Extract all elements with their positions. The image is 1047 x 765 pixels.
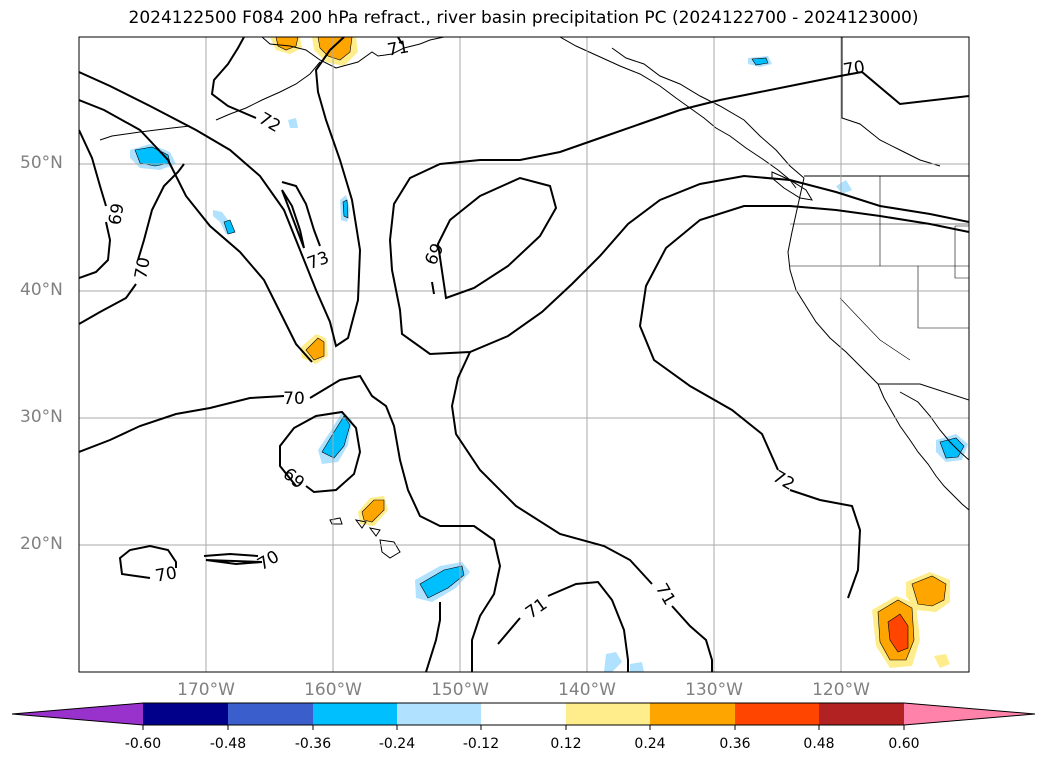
alaska-peninsula-coast [215,61,321,121]
precip-positive-area [911,575,947,607]
state-border [839,297,911,361]
canada-alaska-border [841,37,941,167]
colorbar-tick-label: 0.36 [719,736,751,752]
alaska-coastline [261,37,445,69]
contour-label: 69 [421,240,448,268]
state-border [954,225,969,279]
contour-label: 70 [154,563,179,586]
se-alaska-coast [559,37,797,189]
precip-negative-area [751,57,769,66]
precip-positive-area [361,499,385,523]
contour-label: 70 [254,547,283,575]
contour-line [79,374,502,672]
contour-label: 71 [651,580,679,609]
colorbar-segment [650,703,735,725]
gulf-of-california-coast [899,391,969,461]
colorbar-extend-high [904,703,1035,725]
contour-line [79,163,185,325]
lat-label-40n: 40°N [20,280,63,300]
contour-line [79,37,362,348]
precip-negative-area [419,565,465,599]
lon-label-170w: 170°W [177,680,235,700]
lat-label-50n: 50°N [20,153,63,173]
aleutian-islands [99,125,191,141]
contour-label: 70 [283,389,305,409]
colorbar-segment [228,703,313,725]
colorbar-tick-label: -0.36 [294,736,332,752]
contour-line [497,580,629,672]
precip-negative-area [288,118,298,128]
precip-negative-area [604,652,622,672]
precip-negative-area [630,662,644,672]
lon-label-120w: 120°W [812,680,870,700]
contour-label: 69 [105,202,128,227]
gridlines [79,37,969,672]
lat-label-30n: 30°N [20,407,63,427]
precip-negative-area [342,199,349,219]
contour-line [210,37,257,119]
colorbar-tick-label: -0.24 [378,736,416,752]
colorbar-segment [313,703,397,725]
lon-label-160w: 160°W [304,680,362,700]
precip-positive-area [305,337,325,361]
lat-label-20n: 20°N [20,534,63,554]
precip-negative-area [836,180,852,194]
precip-negative-area [939,437,965,459]
colorbar-segment [735,703,819,725]
contour-line [279,410,362,494]
contour-line [397,37,403,45]
bc-coast [611,47,805,179]
contour-line [118,544,177,579]
contour-label: 71 [522,594,551,623]
precip-positive-area [934,654,950,668]
contours [79,37,969,672]
precip-positive-area [887,613,909,653]
contour-line [203,552,263,566]
us-mexico-border [878,383,969,401]
us-west-coast [787,177,879,385]
coastlines [99,37,969,559]
colorbar-segment [143,703,228,725]
lon-label-150w: 150°W [431,680,489,700]
colorbar-tick-label: 0.12 [550,736,582,752]
colorbar-segment [566,703,650,725]
contour-line [425,602,441,672]
contour-line [431,176,558,300]
contour-label: 70 [842,57,867,80]
map-title: 2024122500 F084 200 hPa refract., river … [128,8,919,28]
baja-california-coast [877,383,969,511]
colorbar-tick-label: -0.48 [209,736,247,752]
colorbar-tick-label: -0.12 [462,736,500,752]
contour-label: 71 [386,37,411,60]
state-border [917,266,969,329]
lon-label-130w: 130°W [685,680,743,700]
colorbar-tick-label: 0.48 [803,736,835,752]
colorbar-segment [397,703,481,725]
colorbar-tick-label: 0.60 [888,736,920,752]
contour-line [388,70,969,356]
colorbar-tick-label: 0.24 [634,736,666,752]
lon-label-140w: 140°W [558,680,616,700]
colorbar-extend-low [12,703,143,725]
colorbar-tick-label: -0.60 [124,736,162,752]
contour-label: 72 [255,109,284,137]
contour-line [638,205,969,599]
precip-negative-area [223,219,236,235]
colorbar-segment [481,703,566,725]
precip-shading [130,37,968,672]
contour-line [79,129,112,279]
hawaiian-islands [329,517,401,559]
map-frame [78,36,970,673]
contour-line [79,99,313,363]
colorbar-segment [819,703,904,725]
precip-negative-area [321,415,351,459]
contour-label: 70 [131,256,154,281]
contour-line [450,351,713,672]
colorbar [11,702,1036,730]
contour-line [281,181,321,249]
